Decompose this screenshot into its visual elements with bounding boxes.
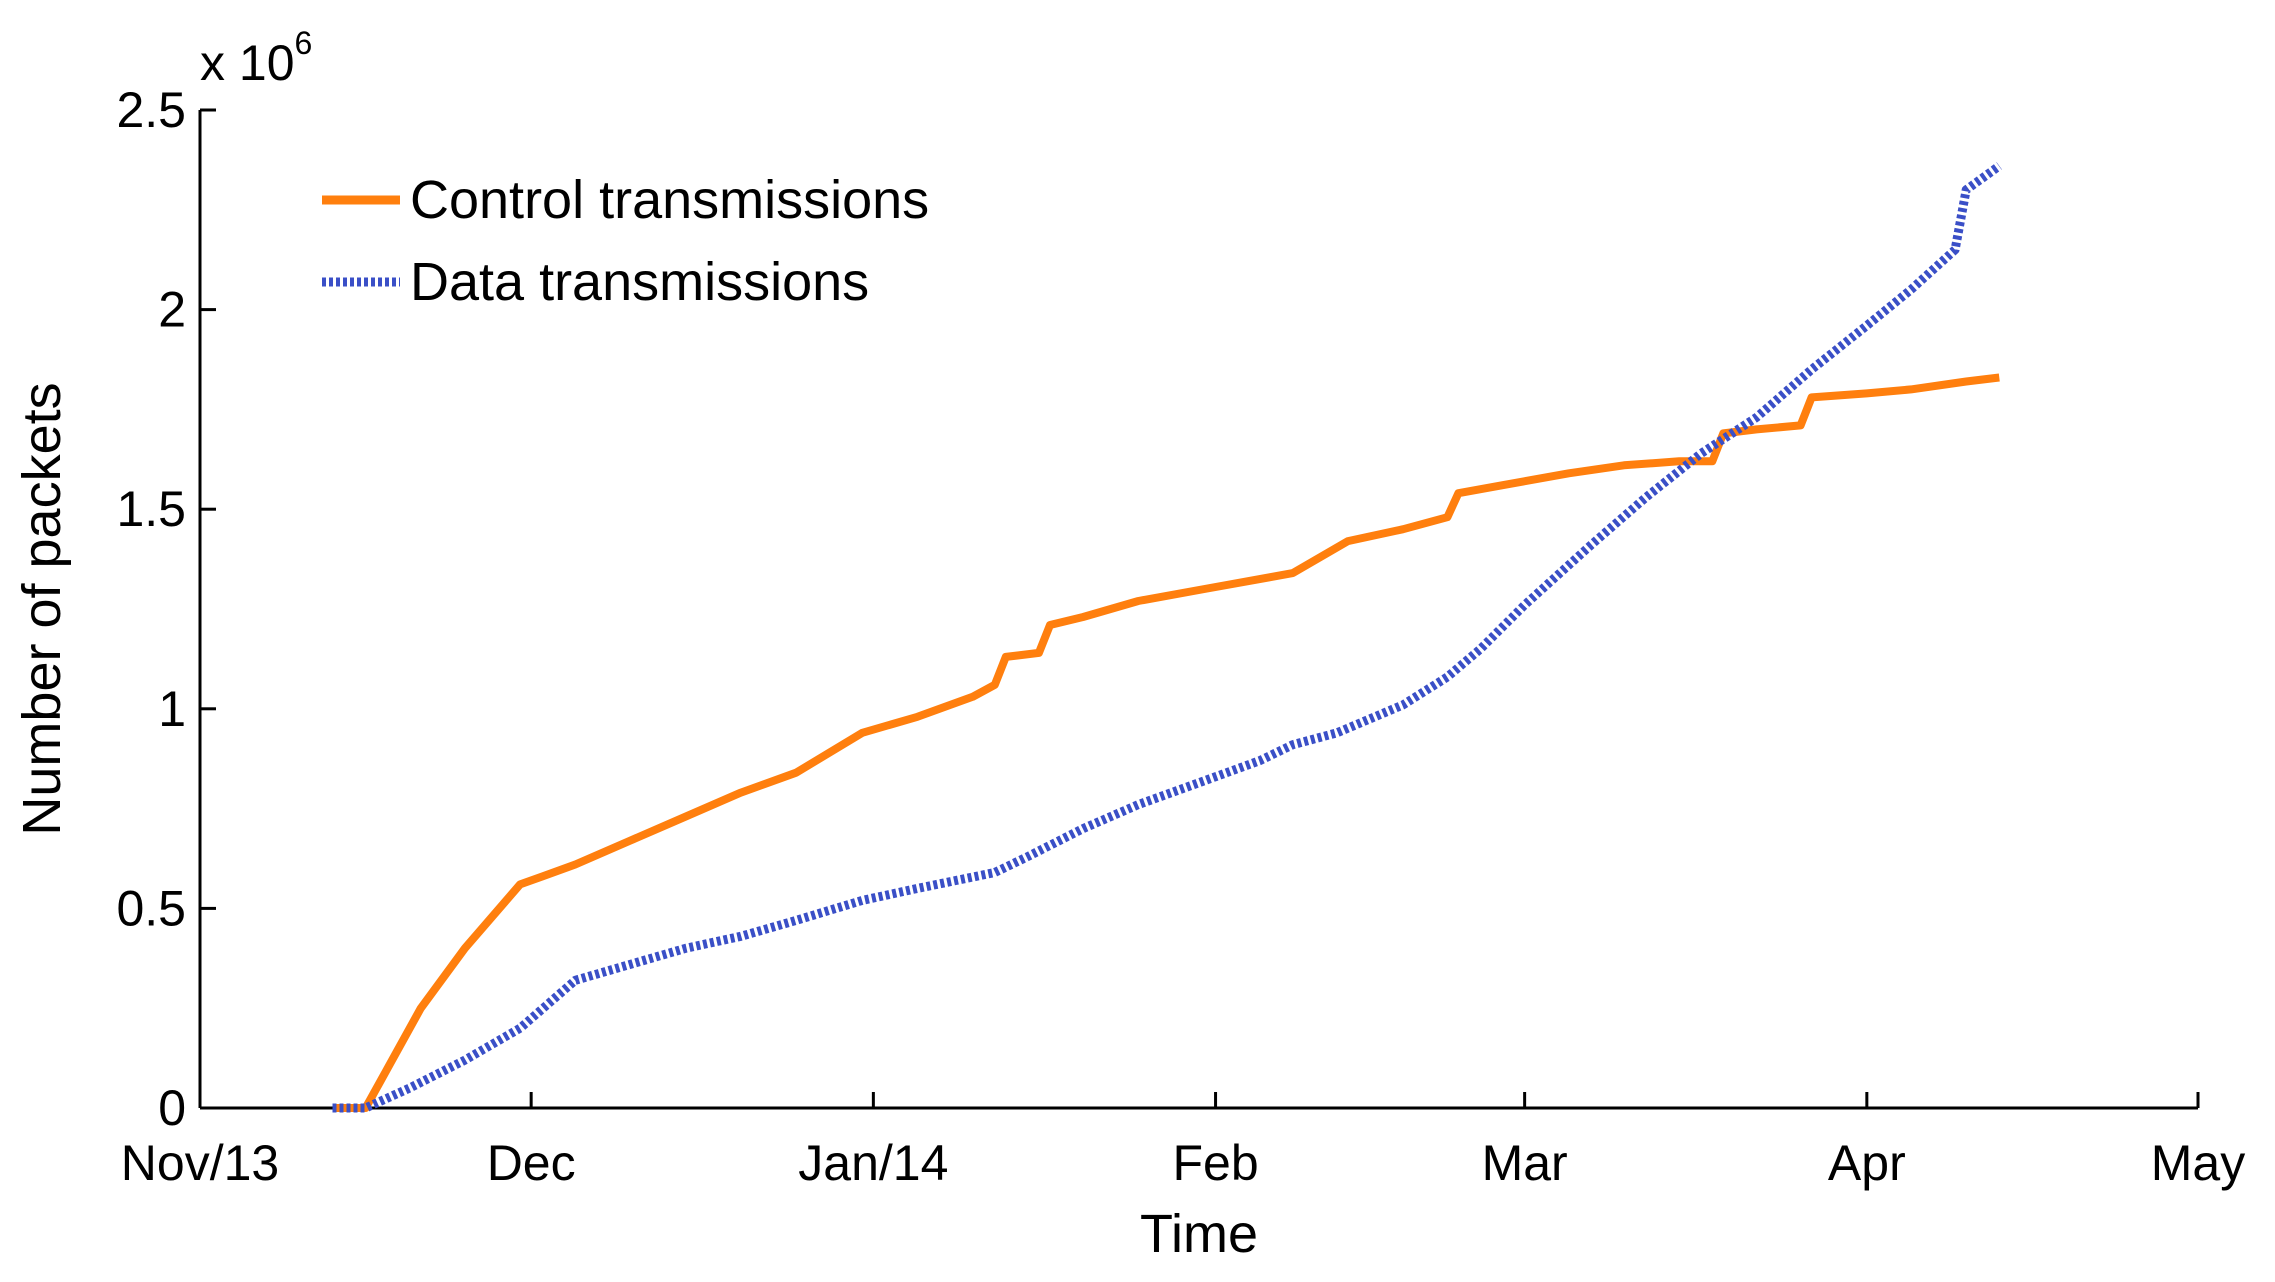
y-multiplier-exponent: 6	[295, 25, 313, 61]
x-tick-label: Feb	[1172, 1135, 1258, 1191]
y-tick-label: 1.5	[116, 481, 186, 537]
y-tick-label: 2.5	[116, 82, 186, 138]
series-line-control	[332, 373, 2000, 1112]
y-tick-label: 0	[158, 1080, 186, 1136]
y-ticks: 0 0.5 1 1.5 2 2.5	[116, 82, 216, 1136]
x-tick-label: Dec	[487, 1135, 576, 1191]
y-multiplier-base: x 10	[200, 35, 295, 91]
legend-label-data: Data transmissions	[410, 252, 869, 312]
legend: Control transmissions Data transmissions	[322, 170, 929, 312]
legend-label-control: Control transmissions	[410, 170, 929, 230]
series-line-data	[332, 162, 2002, 1113]
x-tick-label: Nov/13	[121, 1135, 279, 1191]
y-tick-label: 0.5	[116, 880, 186, 936]
y-tick-label: 2	[158, 282, 186, 338]
y-axis-label: Number of packets	[12, 382, 72, 835]
y-multiplier-label: x 106	[200, 25, 312, 91]
y-tick-label: 1	[158, 681, 186, 737]
x-tick-label: Apr	[1828, 1135, 1906, 1191]
x-ticks: Nov/13 Dec Jan/14 Feb Mar Apr May	[121, 1092, 2245, 1191]
x-tick-label: May	[2151, 1135, 2245, 1191]
x-axis-label: Time	[1140, 1204, 1258, 1264]
x-tick-label: Jan/14	[798, 1135, 948, 1191]
series-layer	[332, 162, 2002, 1113]
plot-area	[198, 110, 2198, 1110]
x-tick-label: Mar	[1482, 1135, 1568, 1191]
